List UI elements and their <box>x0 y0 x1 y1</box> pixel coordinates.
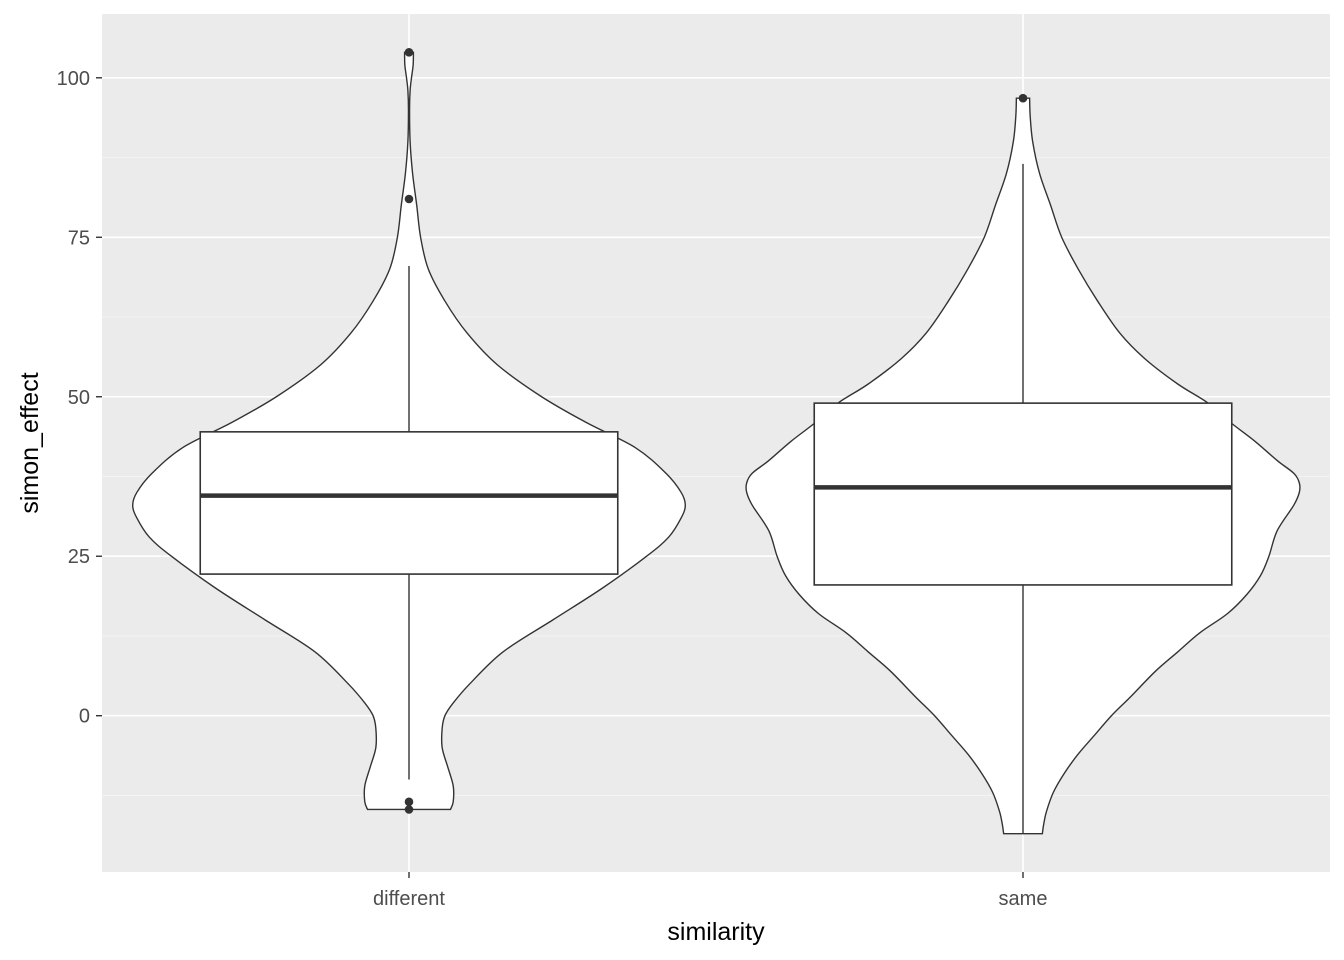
y-tick-label: 50 <box>68 387 90 409</box>
x-tick-label-different: different <box>373 888 445 910</box>
outlier-point-different <box>404 797 414 807</box>
outlier-point-different <box>404 805 414 814</box>
y-tick-label: 25 <box>68 546 90 568</box>
y-axis-title: simon_effect <box>16 372 44 513</box>
boxplot-layer <box>199 163 1233 834</box>
x-tick-label-same: same <box>999 888 1048 910</box>
outlier-point-same <box>1018 93 1028 103</box>
box-different <box>199 431 619 575</box>
box-same <box>813 402 1233 586</box>
outlier-point-different <box>404 47 414 57</box>
y-tick-label: 100 <box>57 68 90 90</box>
y-tick-label: 75 <box>68 227 90 249</box>
x-axis-title: similarity <box>667 918 765 946</box>
y-axis: 0 25 50 75 100 <box>57 68 102 728</box>
outlier-layer <box>404 47 1028 814</box>
x-axis: different same <box>373 872 1047 910</box>
outlier-point-different <box>404 194 414 204</box>
y-tick-label: 0 <box>79 706 90 728</box>
